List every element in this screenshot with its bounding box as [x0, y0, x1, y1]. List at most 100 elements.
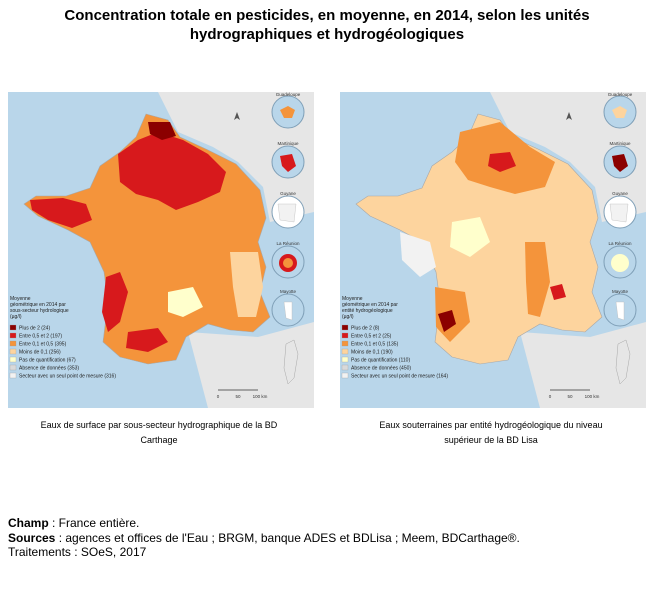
southeast-red-zone — [550, 284, 566, 300]
sources-text: : agences et offices de l'Eau ; BRGM, ba… — [55, 530, 520, 545]
groundwater-map: Guadeloupe Martinique Guyane La Réunion — [340, 92, 646, 408]
surface-map-caption: Eaux de surface par sous-secteur hydrogr… — [4, 418, 314, 448]
surface-water-map: Guadeloupe Martinique Guyane La Réunion — [8, 92, 314, 408]
scale-label-50: 50 — [567, 394, 573, 399]
inset-label-guyane: Guyane — [612, 191, 628, 196]
legend-label: Entre 0,5 et 2 (25) — [351, 334, 392, 340]
inset-mayotte: Mayotte — [603, 289, 637, 327]
inset-reunion: La Réunion — [603, 241, 637, 279]
legend-label: Secteur avec un seul point de mesure (16… — [351, 374, 448, 380]
north-dark-zone — [148, 122, 176, 140]
legend-label: Pas de quantification (67) — [19, 358, 76, 364]
legend-swatch — [341, 356, 349, 363]
legend-items: Plus de 2 (24) Entre 0,5 et 2 (197) Entre … — [9, 324, 116, 380]
west-no-data-zone — [400, 232, 436, 277]
inset-reunion: La Réunion — [271, 241, 305, 279]
groundwater-map-caption: Eaux souterraines par entité hydrogéolog… — [336, 418, 646, 448]
inset-label-guyane: Guyane — [280, 191, 296, 196]
overseas-insets: Guadeloupe Martinique Guyane La Réunion — [603, 92, 637, 327]
inset-label-reunion: La Réunion — [276, 241, 300, 246]
inset-guyane: Guyane — [603, 191, 637, 229]
title-line-2: hydrographiques et hydrogéologiques — [189, 26, 465, 43]
southwest-dark-zone — [438, 310, 456, 332]
champ-line: Champ : France entière. — [8, 516, 520, 531]
legend-label: Pas de quantification (110) — [351, 358, 410, 364]
caption-line-1: Eaux souterraines par entité hydrogéolog… — [379, 420, 603, 430]
overseas-insets: Guadeloupe Martinique Guyane La Réunion — [271, 92, 305, 327]
legend-swatch — [341, 372, 349, 379]
scale-bar: 0 50 100 km — [217, 389, 268, 399]
legend-swatch — [9, 356, 17, 363]
legend-swatch — [9, 340, 17, 347]
legend-title-1: Moyenne — [342, 296, 363, 302]
southwest-red-zone — [102, 272, 128, 332]
center-pale-zone — [450, 217, 490, 257]
inset-label-mayotte: Mayotte — [612, 289, 629, 294]
inset-martinique: Martinique — [271, 141, 305, 179]
legend-swatch — [341, 364, 349, 371]
north-arrow-icon — [566, 112, 572, 120]
center-pale-zone — [168, 287, 203, 317]
legend-label: Secteur avec un seul point de mesure (31… — [19, 374, 116, 380]
legend-label: Absence de données (450) — [351, 366, 411, 372]
legend-items: Plus de 2 (8) Entre 0,5 et 2 (25) Entre 0,… — [341, 324, 448, 380]
inset-label-reunion: La Réunion — [608, 241, 632, 246]
inset-label-guadeloupe: Guadeloupe — [608, 92, 633, 97]
legend-title-4: (µg/l) — [10, 314, 22, 320]
legend-swatch — [341, 324, 349, 331]
inset-martinique: Martinique — [603, 141, 637, 179]
legend-swatch — [341, 340, 349, 347]
rhone-orange-zone — [525, 242, 550, 317]
groundwater-legend: Moyenne géométrique en 2014 par entité h… — [341, 296, 448, 380]
surface-water-map-svg: Guadeloupe Martinique Guyane La Réunion — [8, 92, 314, 408]
inset-guyane: Guyane — [271, 191, 305, 229]
neighbour-land-south — [188, 322, 314, 408]
legend-title-2: géométrique en 2014 par — [342, 302, 398, 308]
scale-label-100: 100 km — [253, 394, 268, 399]
inset-label-martinique: Martinique — [277, 141, 299, 146]
caption-line-1: Eaux de surface par sous-secteur hydrogr… — [40, 420, 278, 430]
corsica — [283, 339, 299, 385]
champ-label: Champ — [8, 516, 49, 530]
legend-title-4: (µg/l) — [342, 314, 354, 320]
inset-mayotte: Mayotte — [271, 289, 305, 327]
neighbour-land-south — [520, 322, 646, 408]
scale-label-0: 0 — [217, 394, 220, 399]
sources-line: Sources : agences et offices de l'Eau ; … — [8, 531, 520, 546]
legend-label: Entre 0,1 et 0,5 (135) — [351, 342, 399, 348]
groundwater-map-svg: Guadeloupe Martinique Guyane La Réunion — [340, 92, 646, 408]
scale-bar: 0 50 100 km — [549, 389, 600, 399]
legend-swatch — [341, 348, 349, 355]
inset-label-guadeloupe: Guadeloupe — [276, 92, 301, 97]
legend-swatch — [9, 324, 17, 331]
surface-legend: Moyenne géométrique en 2014 par sous-sec… — [9, 296, 116, 380]
north-red-zone — [118, 132, 226, 210]
scale-label-0: 0 — [549, 394, 552, 399]
legend-swatch — [341, 332, 349, 339]
paris-red-zone — [488, 152, 516, 172]
neighbour-land-north — [490, 92, 646, 222]
corsica — [615, 339, 631, 385]
legend-swatch — [9, 332, 17, 339]
scale-label-100: 100 km — [585, 394, 600, 399]
traitements-line: Traitements : SOeS, 2017 — [8, 545, 147, 559]
north-arrow-icon — [234, 112, 240, 120]
legend-label: Plus de 2 (24) — [19, 326, 50, 332]
legend-label: Entre 0,1 et 0,5 (395) — [19, 342, 67, 348]
inset-guadeloupe: Guadeloupe — [271, 92, 305, 129]
alps-light-zone — [230, 252, 263, 317]
legend-label: Entre 0,5 et 2 (197) — [19, 334, 62, 340]
legend-title-2: géométrique en 2014 par — [10, 302, 66, 308]
legend-swatch — [9, 372, 17, 379]
inset-label-martinique: Martinique — [609, 141, 631, 146]
legend-title-3: sous-secteur hydrologique — [10, 308, 69, 314]
scale-label-50: 50 — [235, 394, 241, 399]
inset-guadeloupe: Guadeloupe — [603, 92, 637, 129]
legend-label: Plus de 2 (8) — [351, 326, 380, 332]
legend-swatch — [9, 364, 17, 371]
chart-title: Concentration totale en pesticides, en m… — [0, 6, 654, 44]
south-red-zone — [126, 328, 168, 352]
legend-title-1: Moyenne — [10, 296, 31, 302]
title-line-1: Concentration totale en pesticides, en m… — [64, 7, 590, 24]
caption-line-2: Carthage — [140, 435, 178, 445]
